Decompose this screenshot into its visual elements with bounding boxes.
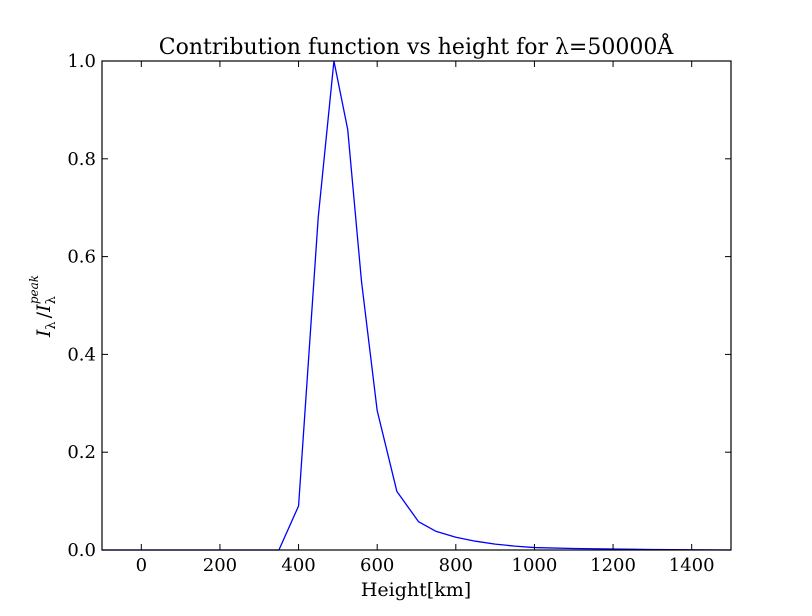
x-tick-label: 200: [203, 555, 237, 576]
y-label-denom: I: [33, 304, 55, 313]
x-tick-label: 0: [136, 555, 147, 576]
x-tick-label: 400: [281, 555, 315, 576]
series-line-0: [102, 60, 732, 551]
x-tick-label: 600: [360, 555, 394, 576]
y-axis-label: Iλ/Iλpeak: [27, 275, 59, 338]
y-label-denom-sub: λ: [44, 296, 59, 304]
chart-title: Contribution function vs height for λ=50…: [159, 32, 675, 60]
x-axis-label: Height[km]: [361, 579, 471, 601]
y-label-denom-sup: peak: [27, 275, 41, 304]
y-label-main-sub: λ: [44, 321, 59, 329]
y-tick-label: 0.8: [67, 149, 96, 170]
y-label-main: I: [33, 329, 55, 338]
y-tick-label: 0.4: [67, 344, 96, 365]
y-tick-label: 0.2: [67, 442, 96, 463]
x-tick-label: 1000: [512, 555, 558, 576]
plot-area: 0 200 400 600 800 1000 1200 1400 0.0 0.2 0.4 0.6 0.8…: [67, 51, 732, 576]
y-tick-label: 0.0: [67, 540, 96, 561]
x-tick-label: 800: [439, 555, 473, 576]
y-tick-label: 0.6: [67, 247, 96, 268]
y-label-slash: /: [33, 311, 55, 318]
x-tick-label: 1400: [669, 555, 715, 576]
y-tick-label: 1.0: [67, 51, 96, 72]
plot-frame: [101, 60, 732, 551]
x-tick-label: 1200: [590, 555, 636, 576]
